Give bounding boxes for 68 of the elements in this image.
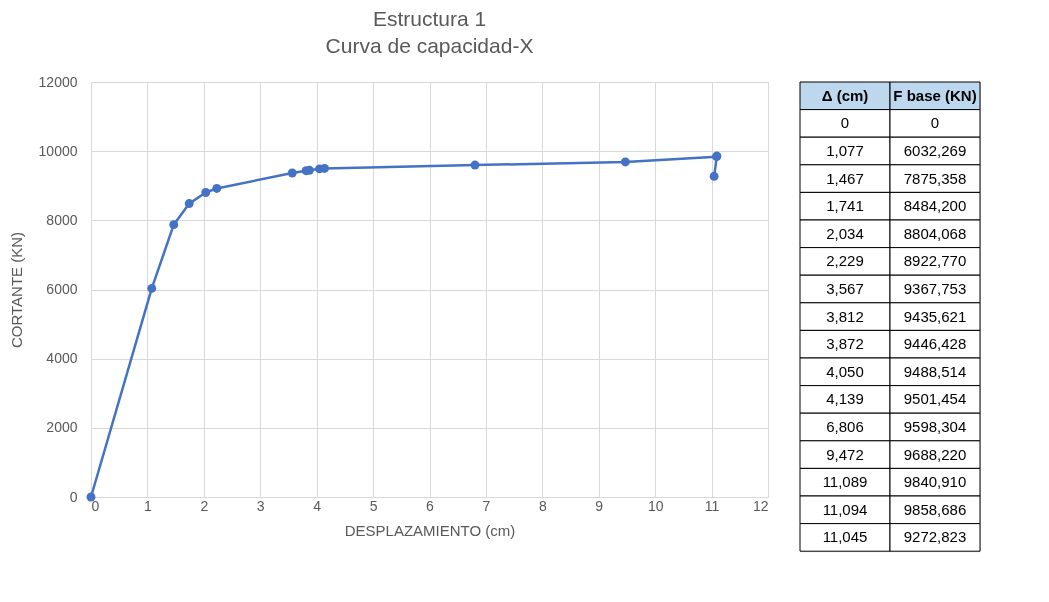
text: 6032,269 (903, 142, 967, 159)
text: 9446,428 (903, 335, 967, 353)
text: 4,139 (826, 390, 864, 408)
x-tick-label: 0 (91, 497, 100, 514)
text: 8484,200 (903, 197, 967, 215)
chart-subtitle: Curva de capacidad-X (325, 34, 534, 57)
x-tick-label: 7 (482, 497, 491, 514)
text: 8922,770 (903, 252, 967, 270)
text: 0 (930, 114, 940, 132)
text: 1,741 (826, 197, 864, 215)
point (320, 163, 329, 173)
y-tick-label: 2000 (46, 419, 78, 436)
text: 9367,753 (903, 280, 967, 297)
text: 9488,514 (903, 362, 967, 380)
y-axis-title: CORTANTE (KN) (7, 231, 25, 349)
text: 9598,304 (903, 418, 967, 435)
x-tick-label: 9 (595, 497, 604, 514)
x-tick-label: 11 (704, 497, 720, 514)
x-tick-label: 2 (200, 497, 209, 514)
text: 2,034 (826, 224, 864, 242)
y-tick-label: 8000 (46, 211, 78, 228)
text: 9501,454 (903, 390, 967, 408)
text: F base (KN) (893, 86, 977, 104)
x-tick-label: 12 (752, 497, 769, 514)
x-axis-title: DESPLAZAMIENTO (cm) (344, 521, 516, 539)
text: 11,094 (822, 500, 868, 518)
text: 3,567 (826, 280, 864, 297)
y-tick-label: 10000 (38, 142, 78, 159)
text: 9858,686 (903, 500, 967, 518)
x-tick-label: 10 (647, 497, 664, 514)
x-tick-label: 4 (313, 497, 322, 514)
text: 9272,823 (903, 528, 967, 546)
point (709, 171, 719, 181)
text: 1,467 (826, 169, 864, 187)
x-tick-label: 8 (538, 497, 547, 514)
text: 7875,358 (903, 169, 967, 187)
text: 11,045 (822, 528, 868, 546)
text: 6,806 (826, 418, 864, 435)
text: 1,077 (826, 142, 864, 159)
text: 8804,068 (903, 224, 967, 242)
x-tick-label: 6 (426, 497, 435, 514)
text: 9,472 (826, 445, 864, 463)
point (212, 183, 222, 193)
text: 3,812 (826, 307, 864, 325)
point (147, 283, 157, 293)
point (287, 168, 297, 178)
point (184, 199, 194, 209)
text: 3,872 (826, 335, 864, 353)
text: 9435,621 (903, 307, 967, 325)
chart-title: Estructura 1 (372, 7, 487, 30)
point (201, 188, 211, 197)
point (169, 220, 179, 230)
point (470, 160, 480, 170)
text: Δ (cm) (821, 86, 869, 104)
x-tick-label: 1 (144, 497, 153, 514)
x-tick-label: 5 (369, 497, 378, 514)
y-tick-label: 6000 (46, 281, 78, 297)
text: 2,229 (826, 252, 864, 270)
text: 9688,220 (903, 445, 967, 463)
x-tick-label: 3 (256, 497, 265, 514)
point (86, 492, 96, 502)
y-tick-label: 4000 (46, 350, 78, 367)
text: 11,089 (822, 473, 868, 491)
text: 9840,910 (903, 473, 967, 491)
text: 4,050 (826, 362, 864, 380)
y-tick-label: 12000 (38, 73, 78, 90)
point (620, 157, 630, 167)
text: 0 (840, 114, 850, 132)
